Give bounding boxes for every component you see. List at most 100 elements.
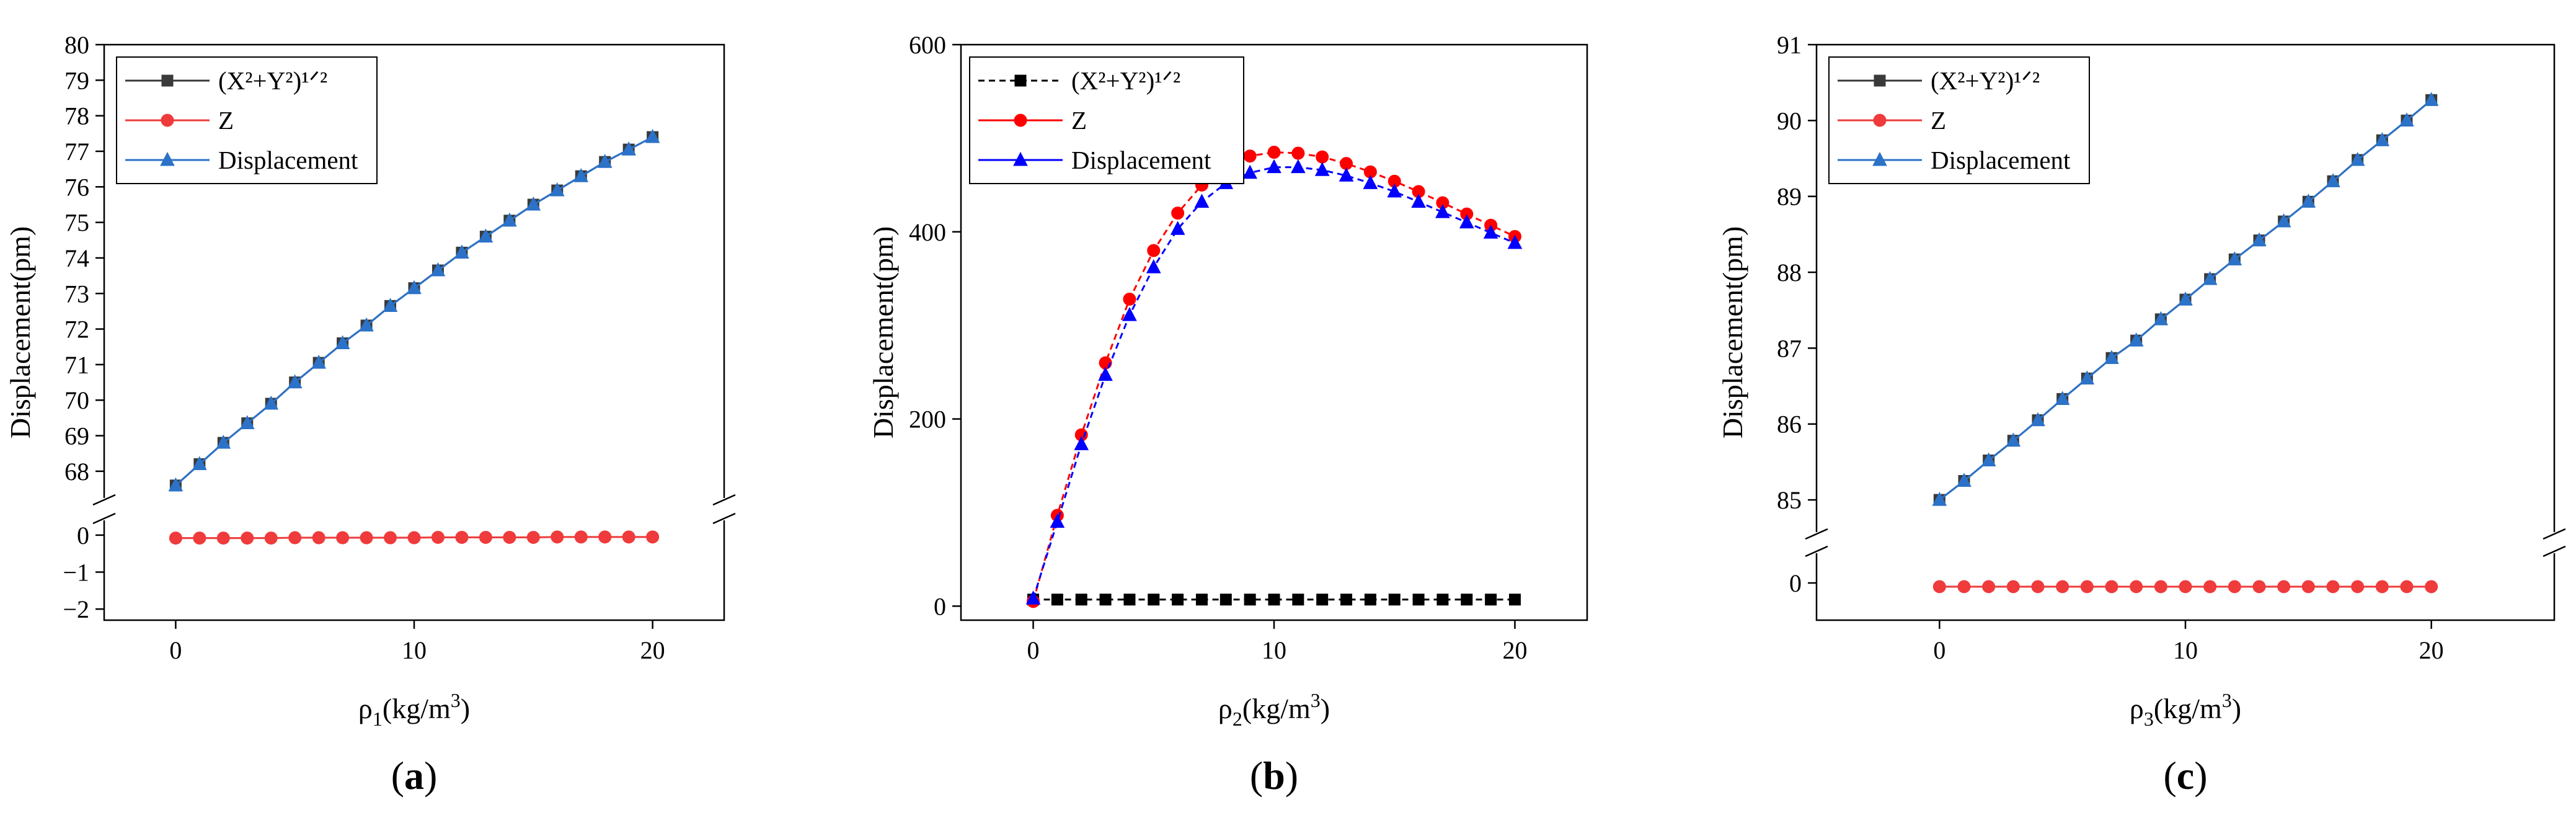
legend-label: Displacement [1071,146,1211,174]
y-tick-label: 0 [934,592,946,620]
legend: (X²+Y²)¹ᐟ² Z Displacement [969,56,1244,184]
data-point [574,530,588,544]
data-point [2128,332,2144,347]
data-point [1485,593,1497,606]
y-tick-label: 77 [64,138,89,166]
legend-marker [1014,113,1027,127]
data-point [1340,593,1353,606]
data-point [1982,580,1996,593]
axis-break-mark [1805,528,1828,540]
axis-break-mark [712,494,736,506]
x-tick-label: 20 [2419,636,2444,664]
data-point [360,531,373,545]
data-point [264,531,278,545]
data-point [1099,593,1112,606]
data-point [1932,580,1946,593]
data-point [551,530,564,544]
y-tick-label: −2 [63,595,89,623]
data-point [1268,593,1280,606]
y-axis-label: Displacement(pm) [1717,226,1748,438]
legend-marker [1872,151,1887,166]
data-point [2276,213,2291,228]
axis-break-gap [1804,532,1829,553]
y-axis-label: Displacement(pm) [4,226,36,438]
y-tick-label: 76 [64,173,89,201]
data-point [1219,593,1232,606]
data-point [1957,580,1971,593]
data-point [622,530,635,544]
data-point [1388,593,1401,606]
y-tick-label: 72 [64,316,89,344]
data-point [1267,146,1281,159]
axis-break-mark [1805,545,1828,558]
legend-label: (X²+Y²)¹ᐟ² [1071,66,1180,95]
data-point [2202,270,2218,285]
legend-marker [160,151,175,166]
data-point [1387,183,1402,198]
data-point [1412,593,1425,606]
data-point [2423,92,2439,106]
data-point [216,434,231,449]
data-point [1243,149,1257,163]
data-point [1411,193,1426,208]
data-point [287,374,303,389]
legend-label: Z [1071,106,1087,135]
legend-label: Z [1931,106,1946,135]
chart-panel-c: 85 86 87 88 89 90 91 0 0 10 20 (X²+Y²)¹ᐟ² Z Displacem… [1717,31,2567,798]
axis-break-gap [2542,532,2567,553]
data-point [621,141,636,156]
y-tick-label: 400 [909,218,946,246]
data-point [2252,232,2267,247]
data-point [526,530,540,544]
data-point [2031,580,2045,593]
y-axis-label: Displacement(pm) [867,226,899,438]
data-point [1148,593,1160,606]
y-tick-label: 69 [64,422,89,450]
data-point [2350,151,2365,166]
data-point [241,531,254,545]
series-line [1032,166,1516,599]
data-point [2006,432,2021,447]
data-point [1363,175,1378,189]
data-point [2056,580,2069,593]
data-point [2179,580,2192,593]
axis-break-mark [92,494,116,506]
data-point [2104,350,2119,364]
y-tick-label: 71 [64,351,89,379]
panel-caption: (c) [2163,754,2207,798]
data-point [598,530,612,544]
data-point [383,298,398,312]
series-line [175,136,653,486]
data-point [168,477,184,492]
x-tick-label: 0 [1933,636,1945,664]
data-point [384,531,397,545]
axis-break-gap [712,498,737,520]
legend-marker [1013,151,1028,166]
data-point [1957,473,1972,487]
data-point [2130,580,2143,593]
axis-break-mark [2543,545,2566,558]
axis-break-gap [92,498,117,520]
axis-break-mark [92,512,116,525]
data-point [2006,580,2020,593]
y-tick-label: 87 [1777,334,1802,362]
data-point [502,212,517,227]
panel-caption: (a) [391,754,438,798]
data-point [2375,580,2389,593]
data-point [645,128,660,143]
data-point [311,354,326,369]
y-tick-label: 80 [64,31,89,59]
x-tick-label: 20 [1502,636,1527,664]
y-tick-label: 78 [64,102,89,130]
data-point [336,531,350,545]
y-tick-label: 86 [1777,411,1802,438]
legend-marker [1873,113,1887,127]
data-point [335,335,350,350]
x-tick-label: 0 [169,636,182,664]
data-point [1291,159,1306,174]
data-point [479,530,492,544]
chart-panel-a: 68 69 70 71 72 73 74 75 76 77 78 79 80 −2 −1 0 0 10 20 (X²+… [4,31,737,798]
data-point [1170,221,1185,235]
data-point [1483,225,1498,239]
